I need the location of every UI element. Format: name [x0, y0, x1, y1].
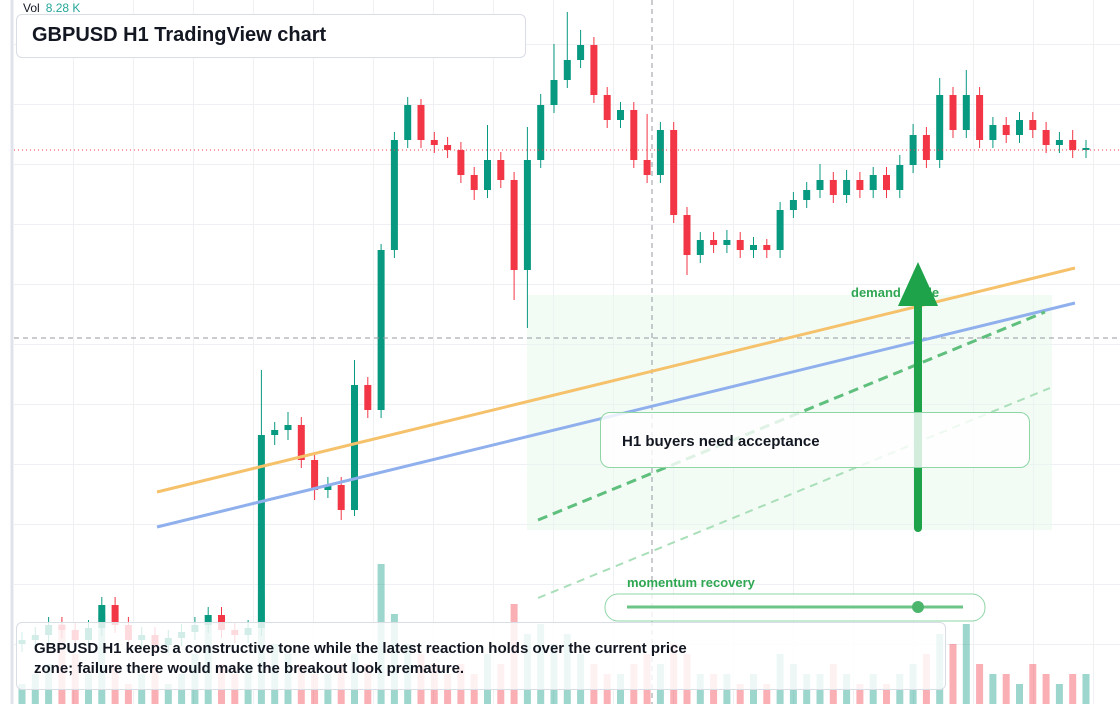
candle-body [843, 180, 851, 195]
candle-body [776, 210, 784, 250]
candle-body [683, 215, 691, 255]
candle-body [577, 45, 585, 60]
candle-body [883, 175, 890, 190]
candle-body [444, 145, 452, 150]
arrow-head [898, 262, 938, 306]
volume-bar [763, 684, 771, 704]
candle-body [989, 125, 997, 140]
candle-body [204, 615, 212, 625]
candle-body [710, 240, 718, 245]
candle-body [696, 240, 704, 255]
candle-body [1029, 120, 1037, 130]
candle-body [271, 430, 279, 435]
caption: GBPUSD H1 keeps a constructive tone whil… [34, 640, 687, 677]
caption-box: GBPUSD H1 keeps a constructive tone whil… [16, 622, 946, 690]
candle-body [643, 160, 651, 175]
candle-body [723, 240, 731, 245]
candle-body [430, 140, 438, 145]
candle-body [896, 165, 904, 190]
candle-body [297, 425, 305, 460]
candle-body [364, 385, 372, 410]
candle-body [1055, 140, 1063, 145]
annotation-box: H1 buyers need acceptance [600, 412, 1030, 468]
candle-body [390, 140, 398, 250]
volume-bar [1029, 664, 1037, 704]
candle-body [816, 180, 824, 190]
candle-body [590, 45, 598, 95]
volume-bar [1069, 674, 1077, 704]
volume-label: Vol [23, 1, 40, 15]
volume-bar [1082, 674, 1090, 704]
candle-body [962, 95, 970, 130]
candle-body [311, 460, 319, 490]
candle-body [1016, 120, 1023, 135]
candle-body [617, 110, 624, 120]
candle-body [829, 180, 837, 195]
volume-bar [962, 624, 970, 704]
volume-bar [1042, 674, 1050, 704]
volume-bar [989, 674, 997, 704]
candle-body [537, 105, 545, 160]
candle-body [1069, 140, 1077, 150]
candle-body [257, 435, 265, 628]
candle-body [856, 180, 864, 190]
volume-bar [736, 684, 744, 704]
candle-body [603, 95, 611, 120]
candle-body [1002, 125, 1010, 135]
candle-body [497, 160, 505, 180]
candle-body [670, 130, 678, 215]
candle-body [484, 160, 491, 190]
candle-body [736, 240, 744, 250]
candle-body [656, 130, 664, 175]
chart-title: GBPUSD H1 TradingView chart [16, 14, 526, 58]
candle-body [550, 80, 558, 105]
candle-body [457, 150, 465, 175]
volume-bar [949, 644, 957, 704]
volume-bar [883, 684, 890, 704]
candle-body [404, 105, 412, 140]
candle-body [949, 95, 957, 130]
candle-body [284, 425, 292, 430]
candle-body [324, 485, 332, 490]
volume-bar [1016, 684, 1023, 704]
candle-body [936, 95, 944, 160]
candle-body [98, 605, 106, 628]
candle-body [417, 105, 425, 140]
candle-body [922, 135, 930, 160]
candle-body [763, 245, 771, 250]
candle-body [523, 160, 531, 270]
candle-body [510, 180, 518, 270]
volume-bar [18, 684, 26, 704]
candle-body [470, 175, 478, 190]
volume-bar [976, 664, 984, 704]
momentum-knob [912, 601, 924, 613]
volume-bar [1055, 684, 1063, 704]
candle-body [563, 60, 571, 80]
candle-body [351, 385, 358, 510]
candle-body [909, 135, 917, 165]
candle-body [111, 605, 119, 625]
candle-body [630, 110, 638, 160]
candle-body [976, 95, 984, 140]
volume-legend: Vol 8.28 K [23, 1, 80, 15]
candle-body [1082, 148, 1090, 150]
candle-body [377, 250, 385, 410]
candle-body [337, 485, 345, 510]
candle-body [750, 245, 757, 250]
candle-body [803, 190, 811, 200]
volume-value: 8.28 K [45, 1, 81, 15]
candle-body [1042, 130, 1050, 145]
volume-bar [856, 684, 864, 704]
volume-bar [164, 684, 172, 704]
annotation: momentum recovery [627, 575, 755, 590]
candle-body [869, 175, 877, 190]
volume-bar [124, 684, 132, 704]
candle-body [789, 200, 797, 210]
volume-bar [1002, 674, 1010, 704]
